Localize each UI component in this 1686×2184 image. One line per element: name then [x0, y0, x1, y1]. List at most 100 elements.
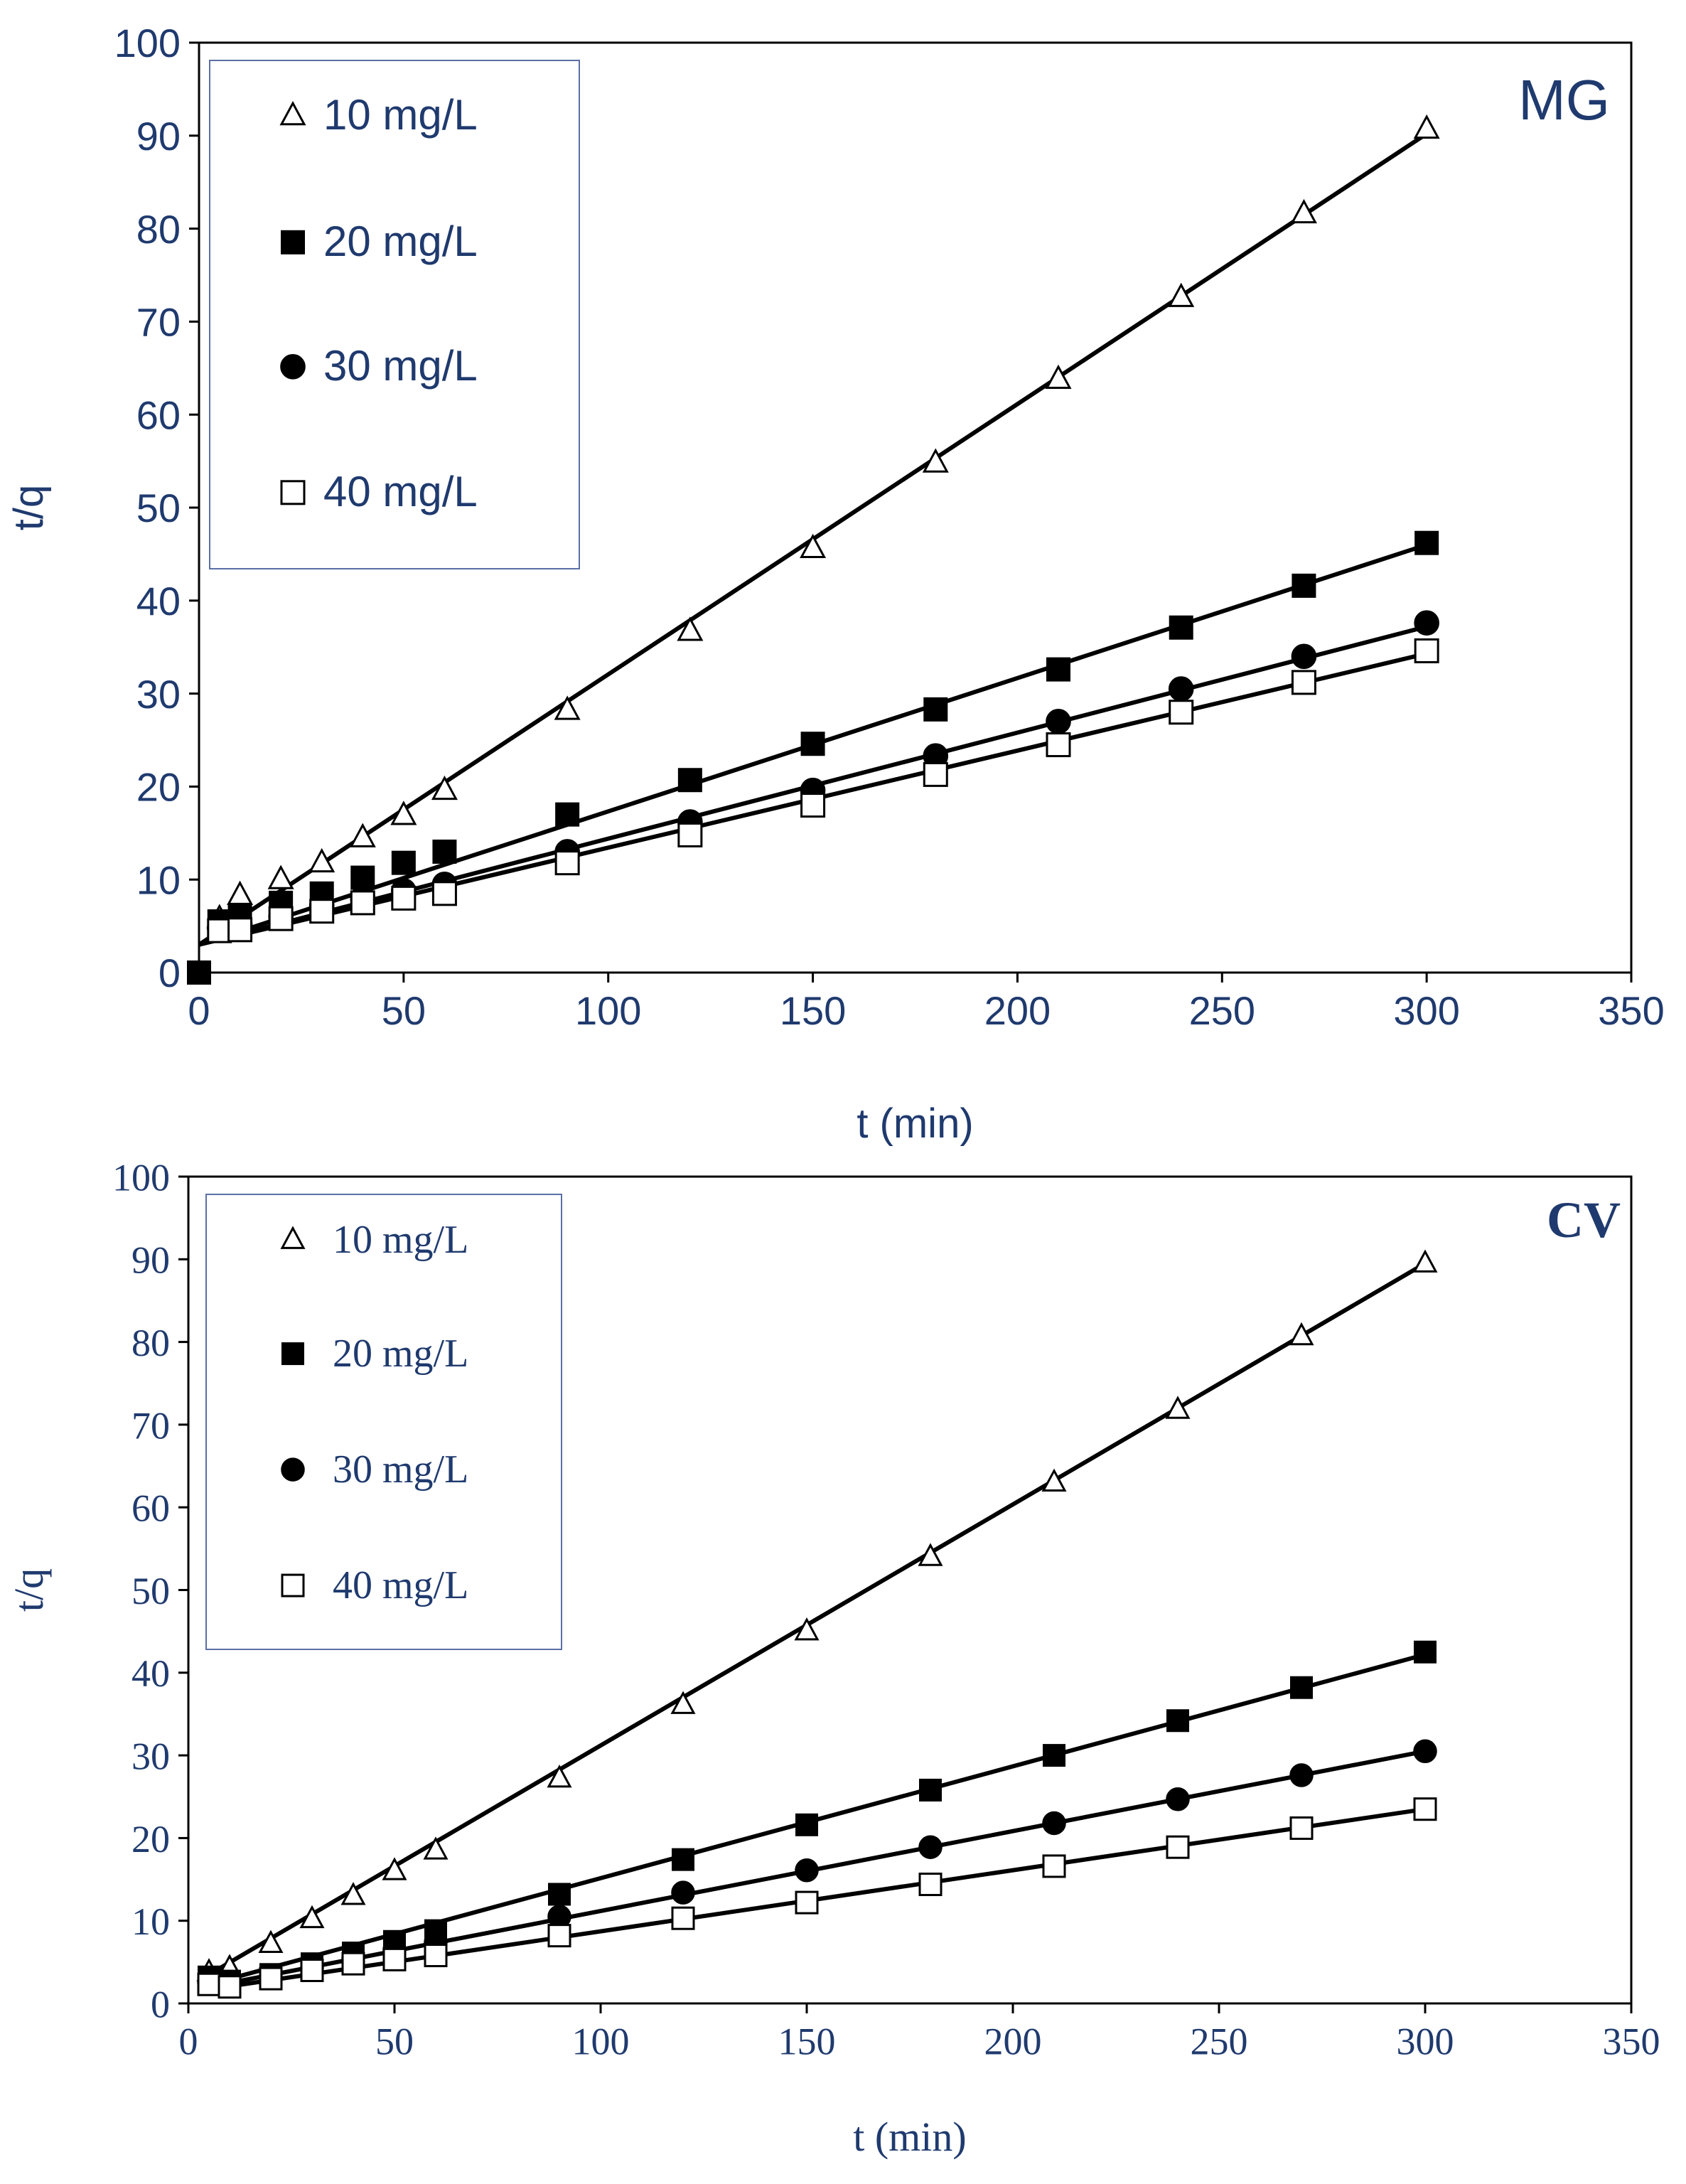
cv-data-point	[795, 1890, 819, 1915]
mg-data-point	[923, 697, 948, 722]
mg-legend-label: 20 mg/L	[323, 218, 478, 265]
cv-data-point	[918, 1543, 943, 1566]
cv-x-axis-label: t (min)	[853, 2114, 966, 2160]
cv-y-axis-label: t/q	[6, 1568, 52, 1612]
mg-data-point	[1046, 657, 1070, 682]
cv-data-point	[1042, 1811, 1066, 1836]
cv-legend: 10 mg/L 20 mg/L 30 mg/L 40 mg/L	[205, 1194, 562, 1650]
mg-data-point	[227, 917, 253, 943]
mg-data-point	[350, 865, 375, 890]
mg-x-axis-label: t (min)	[857, 1101, 973, 1147]
cv-x-tick-label: 300	[1397, 2020, 1454, 2062]
cv-data-point	[1165, 1396, 1191, 1419]
cv-x-tick-label: 250	[1191, 2020, 1248, 2062]
cv-legend-marker	[281, 1457, 305, 1482]
mg-data-point	[800, 732, 825, 756]
cv-y-tick-label: 30	[131, 1735, 170, 1778]
mg-data-point	[677, 768, 702, 793]
cv-data-point	[259, 1966, 283, 1991]
mg-markers-1	[187, 530, 1439, 985]
cv-data-point	[1289, 1763, 1314, 1787]
cv-chart-title: CV	[1547, 1192, 1621, 1248]
cv-chart: 0 10 20 30 40 50 60 70 80 90 100 0 50 100 150 200 250 300…	[6, 1156, 1660, 2160]
mg-data-point	[1169, 615, 1193, 640]
cv-data-point	[795, 1858, 819, 1883]
cv-x-tick-label: 0	[179, 2020, 198, 2062]
mg-data-point	[1046, 732, 1071, 758]
mg-data-point	[1413, 114, 1440, 139]
cv-data-point	[1042, 1854, 1066, 1878]
cv-legend-label: 40 mg/L	[333, 1563, 468, 1607]
mg-legend-label: 30 mg/L	[323, 342, 478, 390]
mg-y-tick-label: 90	[136, 114, 181, 159]
mg-data-point	[431, 881, 457, 906]
cv-y-tick-label: 10	[131, 1900, 170, 1943]
mg-y-tick-label: 70	[136, 300, 181, 345]
cv-data-point	[1413, 1797, 1437, 1821]
mg-data-point	[677, 616, 704, 641]
mg-data-point	[349, 823, 376, 847]
cv-data-point	[1414, 1640, 1437, 1664]
mg-x-tick-label: 250	[1189, 988, 1255, 1033]
cv-data-point	[1166, 1787, 1190, 1811]
cv-data-point	[547, 1765, 572, 1788]
cv-y-tick-label: 20	[131, 1818, 170, 1861]
cv-y-tick-label: 0	[151, 1983, 170, 2025]
mg-data-point	[554, 695, 581, 720]
mg-data-point	[227, 880, 254, 905]
mg-y-tick-label: 60	[136, 392, 181, 437]
cv-markers-1	[198, 1640, 1437, 1993]
cv-data-point	[1413, 1739, 1437, 1764]
mg-data-point	[391, 885, 417, 911]
cv-data-point	[671, 1880, 695, 1905]
mg-data-point	[390, 801, 417, 825]
mg-data-point	[923, 761, 948, 787]
mg-data-point	[431, 775, 458, 801]
mg-chart-title: MG	[1518, 68, 1610, 132]
cv-x-tick-label: 350	[1603, 2020, 1660, 2062]
mg-data-point	[268, 906, 294, 931]
cv-y-tick-label: 70	[131, 1404, 170, 1447]
cv-data-point	[548, 1883, 571, 1906]
mg-y-tick-label: 50	[136, 486, 181, 530]
mg-legend-marker	[280, 354, 306, 380]
cv-y-tick-label: 100	[112, 1156, 170, 1199]
mg-chart: 0 10 20 30 40 50 60 70 80 90 100 0 50 100 150 200 250 300…	[6, 21, 1665, 1147]
mg-y-tick-label: 10	[136, 857, 181, 902]
cv-data-point	[299, 1905, 325, 1929]
cv-data-point	[1166, 1835, 1190, 1859]
cv-series-10-mg-l	[208, 1261, 1427, 1976]
cv-data-point	[918, 1873, 943, 1897]
cv-legend-label: 30 mg/L	[333, 1447, 468, 1492]
mg-legend-label: 10 mg/L	[323, 91, 478, 139]
cv-legend-marker	[280, 1226, 306, 1249]
cv-data-point	[300, 1958, 324, 1982]
mg-legend-marker	[280, 480, 306, 505]
cv-data-point	[1043, 1744, 1065, 1767]
cv-legend-label: 10 mg/L	[333, 1218, 468, 1262]
mg-data-point	[1414, 530, 1439, 555]
mg-data-point	[391, 850, 416, 875]
mg-data-point	[187, 960, 211, 985]
cv-data-point	[382, 1857, 407, 1880]
cv-data-point	[1166, 1709, 1189, 1733]
cv-data-point	[197, 1972, 221, 1996]
cv-data-point	[918, 1835, 943, 1859]
cv-x-tick-label: 150	[778, 2020, 836, 2062]
mg-legend-box	[209, 60, 580, 569]
mg-data-point	[555, 802, 580, 827]
mg-data-point	[267, 864, 294, 889]
mg-data-point	[800, 533, 827, 559]
cv-data-point	[795, 1813, 818, 1836]
cv-legend-box	[205, 1194, 562, 1650]
mg-data-point	[1291, 643, 1317, 670]
cv-x-tick-label: 50	[375, 2020, 414, 2062]
mg-data-point	[432, 839, 457, 864]
cv-data-point	[794, 1617, 820, 1641]
mg-data-point	[1046, 709, 1071, 734]
mg-x-tick-label: 0	[188, 988, 210, 1033]
mg-data-point	[1292, 573, 1316, 598]
cv-data-point	[1289, 1816, 1314, 1840]
cv-data-point	[919, 1778, 942, 1802]
mg-data-point	[309, 899, 335, 924]
